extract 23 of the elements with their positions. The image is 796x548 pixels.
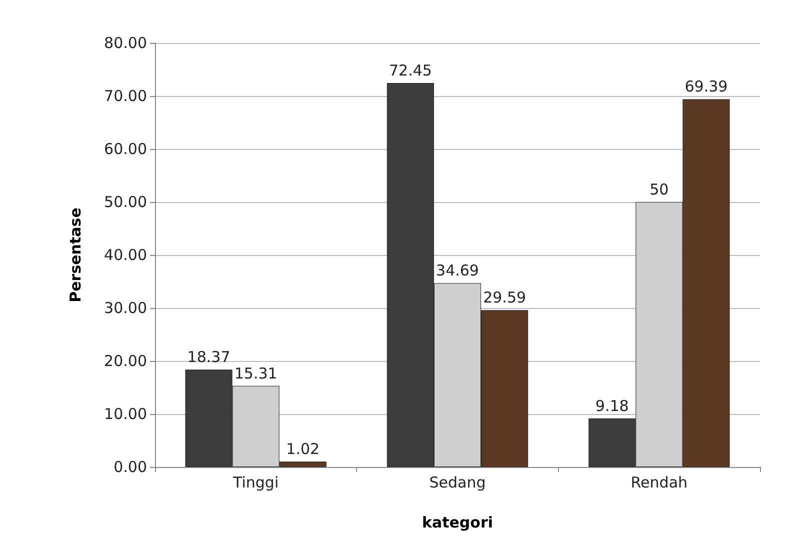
data-label: 18.37 [187,348,230,366]
x-axis-title: kategori [422,514,494,532]
y-axis-title: Persentase [66,208,84,302]
y-tick-label: 70.00 [104,87,147,105]
data-label: 15.31 [234,364,278,382]
x-tick-label: Tinggi [232,474,279,492]
data-label: 69.39 [684,78,728,96]
data-label: 34.69 [436,262,479,280]
y-tick-label: 20.00 [104,352,147,370]
y-tick-label: 40.00 [104,246,147,264]
data-label: 29.59 [483,288,526,307]
data-label: 1.02 [286,440,320,458]
y-tick-label: 30.00 [104,299,147,317]
data-label: 50 [650,180,669,198]
data-label: 72.45 [388,62,432,80]
data-label: 9.18 [595,396,629,415]
y-tick-label: 10.00 [104,405,147,423]
y-tick-label: 60.00 [104,140,147,158]
x-tick-label: Sedang [429,474,486,492]
y-tick-label: 0.00 [114,458,147,476]
y-tick-label: 80.00 [104,34,147,52]
x-tick-label: Rendah [630,474,688,492]
y-tick-label: 50.00 [104,193,147,211]
